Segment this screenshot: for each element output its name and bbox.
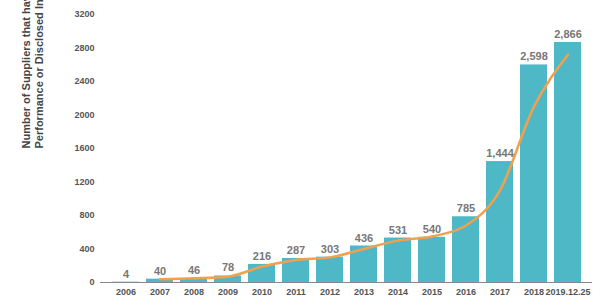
svg-text:2016: 2016: [456, 287, 476, 297]
svg-text:2015: 2015: [422, 287, 442, 297]
svg-text:540: 540: [423, 223, 441, 235]
svg-text:2019.12.25: 2019.12.25: [545, 287, 590, 297]
svg-text:303: 303: [321, 243, 339, 255]
svg-text:216: 216: [253, 250, 271, 262]
svg-text:40: 40: [154, 265, 166, 277]
svg-text:4: 4: [123, 268, 130, 280]
svg-text:2009: 2009: [218, 287, 238, 297]
svg-text:800: 800: [79, 210, 94, 220]
svg-text:2400: 2400: [74, 76, 94, 86]
svg-text:785: 785: [457, 202, 475, 214]
svg-text:Number of Suppliers that have: Number of Suppliers that have Improved T…: [20, 0, 45, 149]
svg-text:0: 0: [89, 277, 94, 287]
svg-text:2013: 2013: [354, 287, 374, 297]
svg-text:400: 400: [79, 244, 94, 254]
svg-text:287: 287: [287, 244, 305, 256]
svg-text:2017: 2017: [490, 287, 510, 297]
svg-text:2018: 2018: [524, 287, 544, 297]
svg-text:1600: 1600: [74, 143, 94, 153]
svg-text:1,444: 1,444: [486, 147, 514, 159]
svg-text:2008: 2008: [184, 287, 204, 297]
svg-text:3200: 3200: [74, 9, 94, 19]
svg-text:1200: 1200: [74, 177, 94, 187]
svg-text:2012: 2012: [320, 287, 340, 297]
svg-text:78: 78: [222, 261, 234, 273]
svg-text:436: 436: [355, 232, 373, 244]
svg-text:46: 46: [188, 264, 200, 276]
svg-text:2011: 2011: [286, 287, 306, 297]
svg-text:2006: 2006: [116, 287, 136, 297]
svg-text:531: 531: [389, 224, 407, 236]
svg-text:2,866: 2,866: [554, 28, 582, 40]
svg-text:2,598: 2,598: [520, 50, 548, 62]
svg-text:2014: 2014: [388, 287, 408, 297]
svg-text:2000: 2000: [74, 110, 94, 120]
svg-text:2007: 2007: [150, 287, 170, 297]
svg-text:2800: 2800: [74, 43, 94, 53]
svg-text:2010: 2010: [252, 287, 272, 297]
